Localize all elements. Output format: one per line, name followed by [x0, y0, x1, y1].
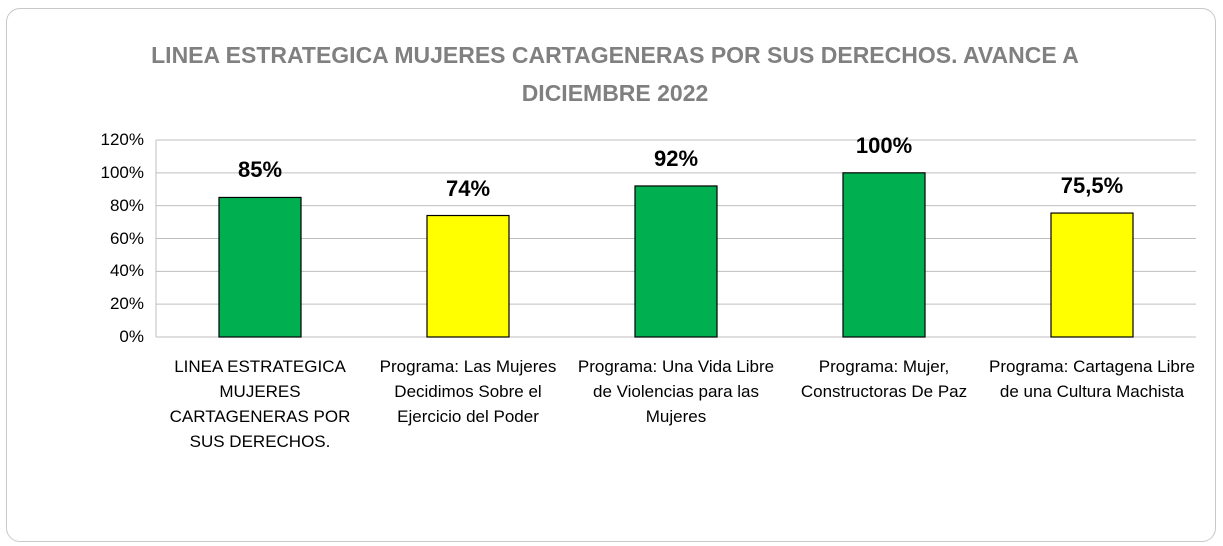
bar [1050, 212, 1134, 338]
x-tick-label: Programa: Cartagena Libre de una Cultura… [988, 357, 1195, 401]
bar [842, 172, 926, 338]
y-tick-label: 100% [100, 162, 144, 182]
data-label: 85% [237, 157, 283, 183]
y-tick-label: 20% [109, 294, 144, 314]
y-tick-label: 60% [109, 228, 144, 248]
x-tick-label: Programa: Una Vida Libre de Violencias p… [577, 357, 775, 426]
x-tick-label: Programa: Mujer, Constructoras De Paz [800, 357, 968, 401]
data-label: 100% [855, 132, 913, 158]
x-tick-label: LINEA ESTRATEGICA MUJERES CARTAGENERAS P… [169, 357, 351, 451]
y-tick-label: 120% [100, 130, 144, 149]
chart-title: LINEA ESTRATEGICA MUJERES CARTAGENERAS P… [151, 42, 1079, 106]
bar [218, 196, 302, 338]
y-tick-label: 0% [119, 327, 144, 346]
x-tick-label: Programa: Las Mujeres Decidimos Sobre el… [379, 357, 557, 426]
data-label: 92% [653, 145, 699, 171]
bar [426, 214, 510, 338]
data-label: 74% [445, 175, 491, 201]
data-label: 75,5% [1060, 173, 1124, 199]
chart-frame [6, 8, 1216, 542]
y-tick-label: 40% [109, 261, 144, 281]
bar [634, 185, 718, 338]
y-tick-label: 80% [109, 195, 144, 215]
